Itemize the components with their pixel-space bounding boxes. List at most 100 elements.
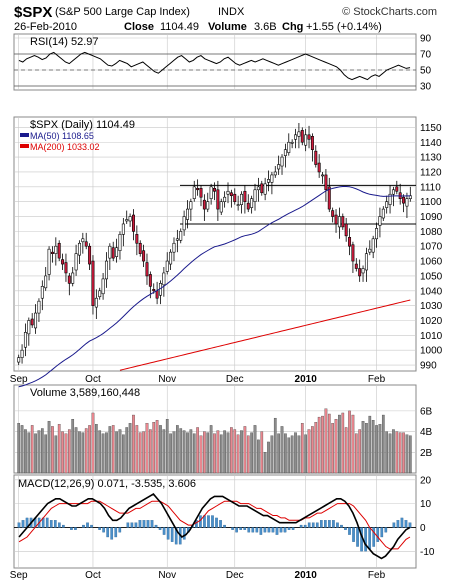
macd-histogram-bar	[211, 515, 214, 528]
rsi-panel	[13, 33, 417, 91]
price-tick-label: 1140	[420, 138, 442, 149]
macd-histogram-bar	[17, 522, 21, 528]
macd-histogram-bar	[146, 520, 150, 528]
macd-histogram-bar	[98, 527, 101, 530]
close-label: Close	[124, 21, 154, 33]
volume-bar	[277, 433, 280, 474]
candle-body	[81, 238, 85, 243]
candle-body	[219, 201, 223, 213]
candle-body	[162, 272, 166, 286]
macd-histogram-bar	[315, 522, 319, 528]
macd-histogram-bar	[70, 527, 73, 530]
volume-bar	[267, 441, 270, 474]
candle-body	[391, 189, 395, 195]
volume-bar	[206, 432, 210, 474]
candle-body	[84, 241, 88, 247]
volume-bar	[405, 434, 409, 474]
volume-bar	[165, 419, 169, 474]
macd-histogram-bar	[263, 527, 267, 533]
macd-signal-line	[18, 500, 411, 550]
price-tick-label: 1050	[420, 271, 443, 282]
volume-bar	[216, 430, 220, 474]
candle-body	[361, 268, 365, 274]
macd-histogram-bar	[74, 527, 77, 530]
macd-histogram-bar	[102, 527, 105, 533]
volume-bar	[132, 414, 135, 474]
candle-body	[111, 247, 115, 259]
candle-body	[280, 156, 284, 167]
volume-tick-label: 4B	[420, 427, 433, 438]
macd-histogram-bar	[251, 527, 255, 533]
volume-bar	[98, 430, 102, 474]
candle-body	[182, 216, 186, 231]
macd-histogram-bar	[400, 517, 404, 528]
volume-bar	[311, 426, 314, 474]
candle-body	[310, 136, 314, 150]
candle-body	[267, 179, 270, 183]
macd-panel	[13, 474, 417, 569]
candle-body	[213, 187, 216, 192]
volume-bar	[331, 423, 334, 474]
x-tick-label: Nov	[158, 374, 176, 385]
candle-body	[148, 274, 152, 287]
volume-bar	[20, 425, 24, 474]
volume-bar	[196, 427, 199, 474]
macd-histogram-bar	[319, 520, 323, 528]
volume-bar	[226, 432, 230, 474]
volume-bar	[334, 419, 338, 474]
candle-body	[331, 210, 335, 217]
macd-histogram-bar	[384, 527, 388, 533]
volume-bar	[263, 452, 267, 474]
price-tick-label: 1150	[420, 123, 442, 134]
volume-bar	[51, 426, 54, 474]
ma200-swatch	[20, 144, 29, 148]
candle-body	[297, 131, 301, 137]
chart-date: 26-Feb-2010	[14, 21, 77, 33]
candle-body	[354, 263, 358, 269]
candle-body	[209, 186, 213, 199]
price-tick-label: 1020	[420, 316, 443, 327]
price-tick-label: 1100	[420, 197, 442, 208]
volume-bar	[118, 429, 122, 474]
volume-bar	[321, 415, 324, 474]
volume-bar	[230, 427, 233, 474]
macd-histogram-bar	[283, 527, 287, 533]
symbol: $SPX	[14, 4, 52, 21]
macd-histogram-bar	[324, 520, 327, 528]
candle-body	[371, 238, 375, 253]
candle-body	[348, 237, 352, 247]
macd-histogram-bar	[170, 527, 174, 542]
macd-histogram-bar	[106, 527, 110, 538]
volume-bar	[402, 432, 405, 474]
price-tick-label: 1030	[420, 301, 443, 312]
volume-bar	[17, 423, 21, 474]
macd-histogram-bar	[21, 520, 25, 528]
macd-histogram-bar	[267, 527, 271, 533]
macd-histogram-bar	[62, 524, 65, 528]
macd-histogram-bar	[162, 527, 166, 535]
candle-body	[337, 216, 341, 228]
volume-bar	[159, 425, 162, 474]
candle-body	[165, 260, 169, 272]
rsi-title: RSI(14) 52.97	[30, 36, 98, 48]
volume-bar	[37, 430, 41, 474]
volume-bar	[375, 425, 378, 474]
volume-bar	[152, 422, 156, 474]
rsi-tick-label: 90	[420, 34, 432, 45]
volume-bar	[304, 434, 307, 474]
macd-histogram-bar	[142, 520, 146, 528]
macd-line	[18, 493, 411, 560]
volume-bar	[209, 425, 213, 474]
candle-body	[243, 190, 247, 202]
volume-bar	[24, 429, 27, 474]
x-tick-label: 2010	[295, 570, 318, 581]
candle-body	[88, 245, 92, 265]
macd-histogram-bar	[396, 520, 400, 528]
candle-body	[314, 150, 318, 165]
candle-body	[277, 164, 281, 170]
macd-histogram-bar	[150, 520, 154, 528]
volume-bar	[186, 432, 189, 474]
candle-body	[375, 228, 379, 240]
macd-histogram-bar	[291, 527, 295, 530]
candle-body	[34, 312, 38, 329]
